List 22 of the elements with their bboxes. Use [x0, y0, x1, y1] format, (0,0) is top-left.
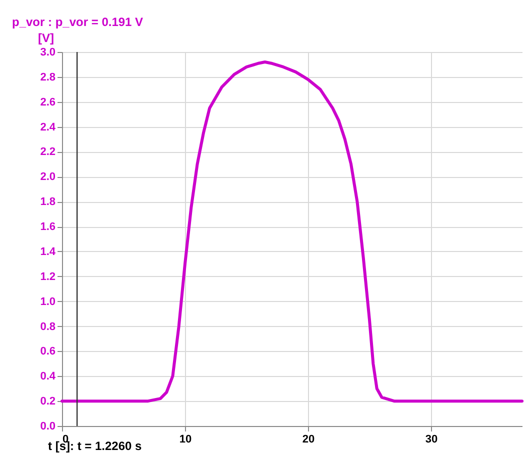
y-tick-label: 1.4 — [40, 246, 56, 258]
x-tick-label: 30 — [425, 434, 438, 446]
y-tick-label: 1.0 — [40, 296, 56, 308]
y-axis-title: [V] — [38, 31, 54, 45]
y-tick-label: 1.6 — [40, 221, 56, 234]
y-tick-label: 2.0 — [40, 171, 56, 184]
y-tick-label: 2.6 — [40, 96, 56, 108]
y-tick-label: 2.4 — [40, 121, 56, 134]
y-tick-label: 1.8 — [40, 196, 56, 208]
y-tick-label: 0.2 — [40, 396, 56, 408]
y-tick-label: 0.8 — [40, 320, 56, 333]
y-tick-label: 0.4 — [40, 370, 56, 383]
y-tick-label: 0.0 — [40, 420, 56, 432]
line-series — [60, 60, 524, 403]
chart-title: p_vor : p_vor = 0.191 V — [12, 15, 144, 29]
y-tick-label: 3.0 — [40, 46, 56, 58]
y-tick-label: 1.2 — [40, 270, 56, 283]
y-tick-label: 2.2 — [40, 146, 56, 158]
x-tick-label: 10 — [179, 434, 192, 446]
y-tick-label: 0.6 — [40, 346, 56, 358]
x-tick-label: 20 — [302, 434, 315, 446]
y-tick-label: 2.8 — [40, 71, 56, 84]
